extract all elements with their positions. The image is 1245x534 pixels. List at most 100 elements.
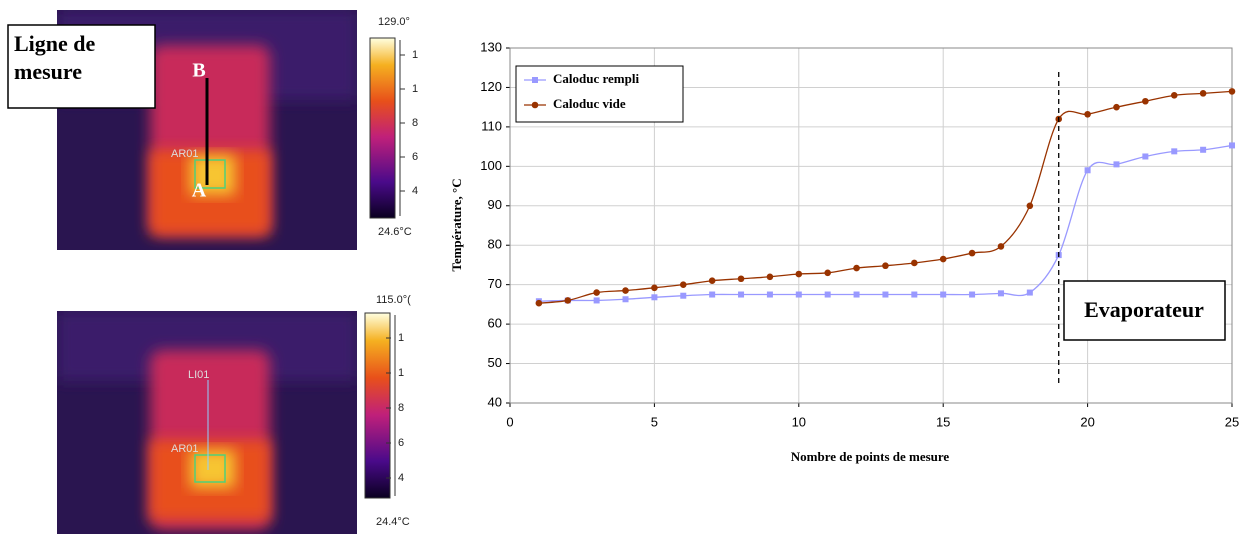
label-holder: Ligne de mesure bbox=[14, 31, 96, 84]
annotation-box bbox=[1063, 280, 1226, 341]
data-point bbox=[795, 291, 802, 298]
legend-label: Caloduc vide bbox=[553, 96, 626, 111]
data-point bbox=[1026, 202, 1034, 210]
scale-tick-label: 6 bbox=[412, 151, 418, 163]
roi-label: AR01 bbox=[171, 443, 199, 455]
data-point bbox=[766, 273, 774, 281]
data-point bbox=[1113, 161, 1120, 168]
data-point bbox=[593, 289, 600, 296]
line-label: LI01 bbox=[188, 369, 209, 381]
scale-tick-label: 1 bbox=[412, 49, 418, 61]
x-axis-label: Nombre de points de mesure bbox=[791, 449, 950, 464]
data-point bbox=[939, 255, 947, 263]
data-point bbox=[824, 291, 831, 298]
data-point bbox=[1199, 90, 1207, 97]
y-tick-label: 130 bbox=[480, 39, 502, 54]
y-tick-label: 60 bbox=[488, 316, 502, 331]
series-line bbox=[538, 144, 1233, 302]
x-tick-label: 5 bbox=[651, 414, 658, 429]
data-point bbox=[766, 291, 773, 298]
scale-max: 129.0° bbox=[378, 16, 410, 28]
scale-tick-label: 1 bbox=[398, 332, 404, 344]
x-tick-label: 0 bbox=[506, 414, 513, 429]
data-point bbox=[1200, 146, 1207, 153]
data-point bbox=[1171, 148, 1178, 155]
data-point bbox=[882, 291, 889, 298]
y-tick-label: 120 bbox=[480, 79, 502, 94]
data-point bbox=[737, 275, 745, 283]
x-tick-label: 20 bbox=[1080, 414, 1094, 429]
y-tick-label: 80 bbox=[488, 237, 502, 252]
data-point bbox=[1084, 167, 1091, 174]
data-point bbox=[824, 269, 831, 277]
scale-tick-label: 4 bbox=[398, 472, 404, 484]
data-point bbox=[940, 291, 947, 298]
scale-ticks: 1 1 8 6 4 bbox=[400, 49, 418, 197]
data-point bbox=[622, 287, 629, 294]
data-point bbox=[969, 291, 976, 298]
data-point bbox=[1142, 153, 1149, 160]
y-axis-label: Température, °C bbox=[449, 178, 464, 271]
data-point bbox=[709, 291, 716, 298]
color-scale bbox=[369, 37, 396, 219]
chart: Nombre de points de mesure Température, … bbox=[449, 39, 1239, 464]
scale-max: 115.0°( bbox=[376, 294, 411, 306]
thermal-image bbox=[57, 311, 357, 534]
data-point bbox=[911, 291, 918, 298]
data-point bbox=[651, 294, 658, 301]
data-point bbox=[651, 284, 658, 292]
data-point bbox=[997, 290, 1004, 297]
label-box bbox=[7, 24, 156, 109]
data-point bbox=[564, 297, 572, 304]
scale-min: 24.4°C bbox=[376, 516, 410, 528]
color-scale bbox=[364, 312, 391, 499]
scale-tick-label: 6 bbox=[398, 437, 404, 449]
scale-tick-label: 1 bbox=[398, 367, 404, 379]
thermal-image bbox=[57, 10, 357, 250]
data-point bbox=[1170, 92, 1178, 99]
legend-label: Caloduc rempli bbox=[553, 71, 639, 86]
legend-marker bbox=[531, 101, 539, 109]
data-point bbox=[622, 296, 629, 303]
legend-marker bbox=[532, 77, 538, 83]
data-point bbox=[997, 243, 1005, 250]
data-point bbox=[708, 277, 716, 285]
data-point bbox=[882, 262, 889, 270]
data-point bbox=[679, 281, 687, 288]
scale-tick-label: 4 bbox=[412, 185, 418, 197]
point-label: B bbox=[192, 60, 205, 82]
data-point bbox=[680, 292, 687, 299]
measure-line-label: Ligne de mesure bbox=[14, 31, 96, 84]
data-point bbox=[535, 299, 543, 307]
annotation: Evaporateur bbox=[1084, 297, 1204, 322]
data-point bbox=[795, 270, 803, 278]
data-point bbox=[738, 291, 745, 298]
y-tick-label: 100 bbox=[480, 158, 502, 173]
data-point bbox=[1026, 289, 1033, 296]
y-tick-label: 90 bbox=[488, 197, 502, 212]
data-point bbox=[911, 259, 918, 267]
data-point bbox=[1084, 110, 1091, 118]
y-tick-label: 40 bbox=[488, 394, 502, 409]
scale-tick-label: 8 bbox=[398, 402, 404, 414]
scale-ticks: 1 1 8 6 4 bbox=[386, 332, 404, 484]
scale-tick-label: 1 bbox=[412, 83, 418, 95]
y-tick-label: 50 bbox=[488, 355, 502, 370]
x-tick-label: 15 bbox=[936, 414, 950, 429]
data-point bbox=[853, 291, 860, 298]
data-point bbox=[853, 264, 860, 272]
x-tick-label: 10 bbox=[792, 414, 806, 429]
data-point bbox=[593, 297, 600, 304]
x-tick-label: 25 bbox=[1225, 414, 1239, 429]
data-point bbox=[968, 249, 976, 257]
point-label: A bbox=[192, 180, 207, 202]
data-point bbox=[1229, 142, 1235, 149]
scale-tick-label: 8 bbox=[412, 117, 418, 129]
plot-frame bbox=[509, 47, 1233, 404]
y-tick-label: 110 bbox=[481, 118, 502, 133]
data-point bbox=[1142, 97, 1149, 105]
y-tick-label: 70 bbox=[488, 276, 502, 291]
data-point bbox=[1113, 103, 1120, 111]
scale-min: 24.6°C bbox=[378, 226, 412, 238]
